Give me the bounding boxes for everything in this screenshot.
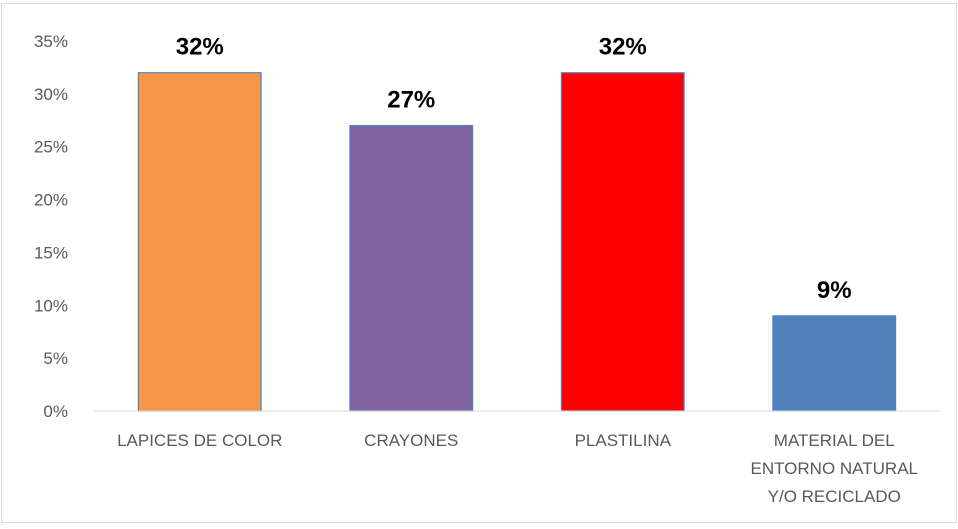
- bar: [349, 124, 474, 412]
- bar-chart: 0% 5% 10% 15% 20% 25% 30% 35% 32% 27% 32% 9% LAPIC…: [34, 32, 940, 506]
- category-label: PLASTILINA: [575, 431, 672, 450]
- y-axis-tick-labels: 0% 5% 10% 15% 20% 25% 30% 35%: [34, 32, 68, 421]
- y-tick-label: 35%: [34, 32, 68, 51]
- y-tick-label: 15%: [34, 243, 68, 262]
- data-labels: 32% 27% 32% 9%: [176, 34, 852, 304]
- category-labels: LAPICES DE COLOR CRAYONES PLASTILINA MATERI…: [117, 431, 918, 506]
- category-label: CRAYONES: [364, 431, 458, 450]
- y-tick-label: 10%: [34, 296, 68, 315]
- chart-frame: 0% 5% 10% 15% 20% 25% 30% 35% 32% 27% 32% 9% LAPIC…: [1, 3, 957, 523]
- bars: [137, 72, 897, 412]
- category-label: LAPICES DE COLOR: [117, 431, 282, 450]
- y-tick-label: 0%: [43, 402, 68, 421]
- y-tick-label: 25%: [34, 138, 68, 157]
- y-tick-label: 30%: [34, 85, 68, 104]
- bar: [137, 72, 262, 412]
- data-label: 32%: [176, 34, 224, 61]
- data-label: 9%: [817, 277, 852, 304]
- bar: [772, 315, 897, 412]
- y-tick-label: 5%: [43, 349, 68, 368]
- bar: [560, 72, 685, 412]
- y-tick-label: 20%: [34, 191, 68, 210]
- data-label: 27%: [387, 87, 435, 114]
- data-label: 32%: [599, 34, 647, 61]
- category-label: MATERIAL DEL ENTORNO NATURAL Y/O RECICLADO: [750, 431, 918, 506]
